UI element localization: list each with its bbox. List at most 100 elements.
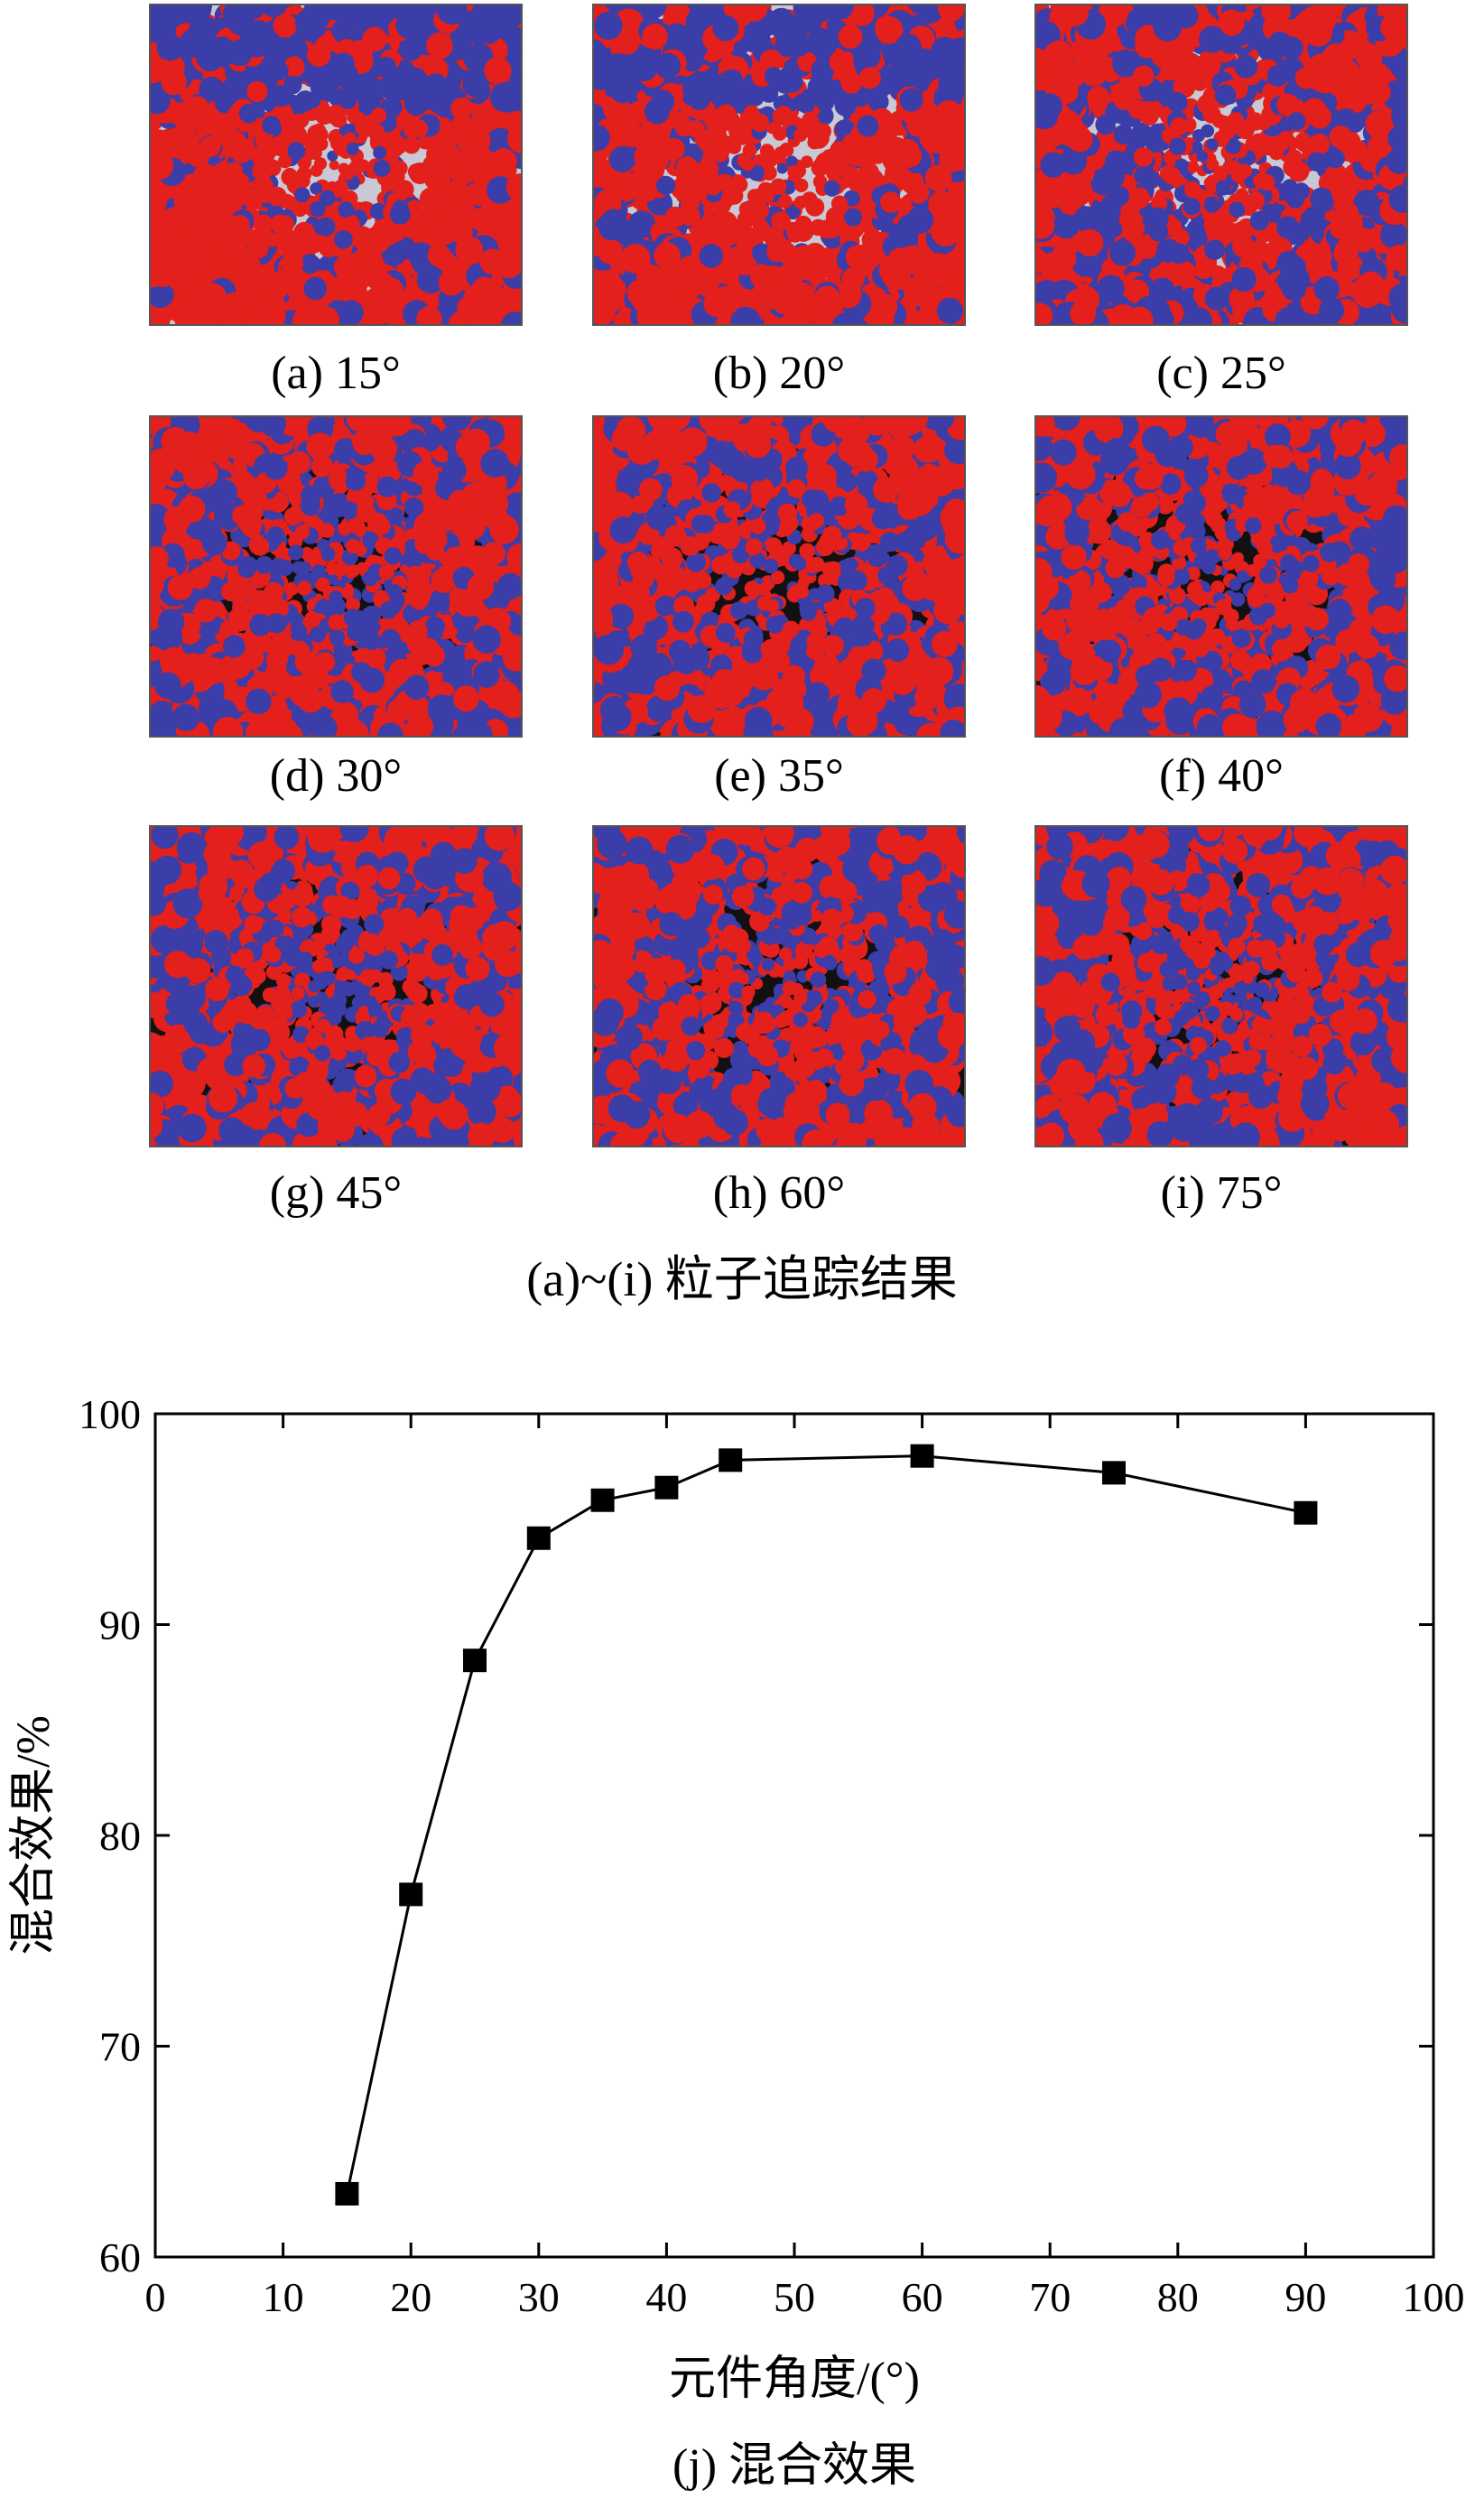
particle (715, 79, 737, 100)
particle (645, 160, 665, 181)
particle (688, 88, 710, 110)
particle (373, 145, 387, 160)
particle (608, 146, 635, 172)
particle (329, 160, 339, 171)
particle (808, 127, 827, 147)
particle (450, 98, 473, 120)
particle (1275, 306, 1305, 326)
particle (385, 171, 403, 189)
particle (848, 4, 875, 26)
particle (672, 276, 700, 304)
particle (410, 119, 429, 138)
particle (680, 194, 700, 214)
particle (381, 97, 403, 118)
particle (465, 128, 491, 154)
particle (1308, 133, 1331, 155)
particle (769, 8, 794, 33)
particle (283, 56, 305, 78)
particle (1067, 125, 1093, 153)
particle (372, 218, 393, 239)
particle-panel-a (149, 4, 523, 326)
particle (870, 293, 898, 320)
particle (292, 307, 322, 326)
panel-frame (1034, 4, 1408, 326)
particle (715, 173, 734, 192)
particle (310, 164, 323, 177)
particle (934, 100, 963, 129)
particle (931, 36, 960, 66)
particle (639, 120, 662, 143)
particle (1303, 17, 1333, 47)
particle (1217, 115, 1231, 129)
particle (1146, 207, 1169, 229)
particle (662, 23, 692, 54)
particle (341, 167, 354, 181)
particle (785, 155, 798, 168)
particle (215, 92, 236, 114)
particle (1325, 149, 1345, 169)
particle (149, 87, 171, 115)
particle (339, 300, 364, 326)
particle (802, 111, 820, 129)
particle (899, 88, 923, 112)
particle (1113, 124, 1134, 144)
particle (631, 56, 657, 81)
particle (936, 297, 963, 324)
particle (423, 73, 448, 98)
particle (843, 190, 860, 207)
particle (308, 145, 322, 160)
particle (613, 27, 641, 55)
particle (638, 292, 669, 322)
particle (759, 144, 774, 159)
particle (471, 276, 498, 303)
particle (656, 175, 676, 195)
particle (1073, 206, 1100, 232)
particle (1053, 211, 1081, 239)
particle (346, 143, 359, 155)
particle (1183, 198, 1201, 216)
particle (244, 31, 271, 58)
particle (875, 15, 904, 44)
particle (854, 42, 881, 70)
particle (731, 176, 748, 193)
particle (771, 211, 791, 231)
particle (749, 264, 774, 288)
particle (1133, 147, 1154, 167)
particle (1386, 245, 1408, 272)
particle (246, 275, 272, 301)
particle (830, 141, 849, 161)
particle (1261, 4, 1292, 25)
particle (210, 124, 232, 145)
particle (303, 276, 327, 301)
particle (1170, 33, 1196, 58)
particle (1034, 302, 1053, 326)
particle (1333, 241, 1359, 266)
particle (1353, 190, 1380, 217)
particle (1095, 114, 1116, 135)
particle (1232, 235, 1255, 258)
particle (1206, 159, 1218, 172)
particle (375, 285, 403, 312)
particle (811, 159, 829, 177)
particle (391, 204, 409, 221)
particle (759, 49, 783, 72)
particle (1034, 183, 1054, 214)
particle-field (149, 4, 523, 326)
particle (876, 120, 899, 143)
particle (287, 142, 306, 161)
particle (794, 5, 822, 34)
particle (878, 257, 905, 283)
particle (403, 136, 421, 154)
particle (1204, 286, 1229, 311)
particle (1307, 152, 1327, 172)
particle (1387, 125, 1408, 152)
particle (159, 128, 187, 157)
particle (1229, 285, 1256, 312)
particle (761, 227, 778, 244)
particle (841, 267, 865, 291)
particle (505, 173, 523, 201)
particle (331, 17, 357, 43)
particle (1357, 271, 1385, 299)
particle (642, 23, 668, 50)
particle (1203, 217, 1221, 235)
